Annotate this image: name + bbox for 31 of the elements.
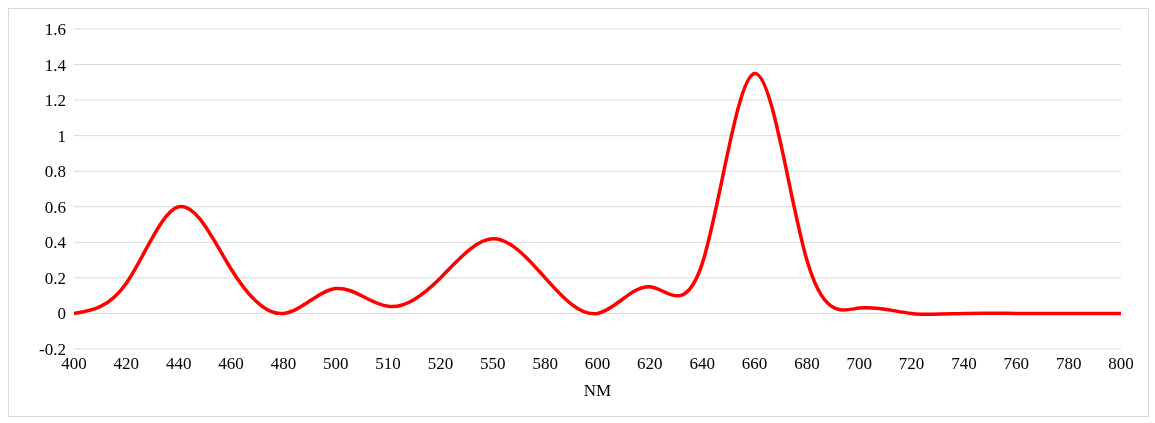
y-tick-label: 1.2: [44, 91, 66, 111]
x-tick-label: 510: [375, 354, 401, 374]
y-tick-label: 0.4: [44, 233, 67, 253]
x-tick-label: 740: [951, 354, 977, 374]
x-tick-label: 780: [1055, 354, 1082, 374]
x-tick-label: 800: [1108, 354, 1134, 374]
y-tick-label: 0: [57, 304, 66, 324]
x-tick-label: 680: [794, 354, 820, 374]
y-tick-label: 1: [57, 126, 66, 146]
x-tick-label: 440: [165, 354, 192, 374]
x-tick-label: 550: [480, 354, 506, 374]
x-tick-label: 640: [689, 354, 715, 374]
x-tick-label: 460: [218, 354, 244, 374]
x-tick-label: 620: [637, 354, 663, 374]
y-tick-label: 0.8: [44, 162, 66, 182]
y-tick-label: 1.4: [44, 55, 67, 75]
y-tick-label: 0.6: [44, 197, 66, 217]
y-tick-label: 1.6: [44, 20, 66, 40]
x-tick-label: 700: [846, 354, 872, 374]
x-tick-label: 500: [323, 354, 349, 374]
x-tick-label: 520: [427, 354, 454, 374]
x-tick-label: 660: [741, 354, 768, 374]
x-tick-label: 580: [532, 354, 558, 374]
x-tick-label: 420: [113, 354, 140, 374]
x-tick-label: 480: [270, 354, 297, 374]
x-tick-label: 600: [584, 354, 611, 374]
x-tick-label: 760: [1003, 354, 1030, 374]
line-series: [72, 71, 1123, 317]
x-tick-label: 720: [898, 354, 925, 374]
y-tick-label: 0.2: [44, 268, 66, 288]
x-axis-title: NM: [583, 381, 612, 400]
